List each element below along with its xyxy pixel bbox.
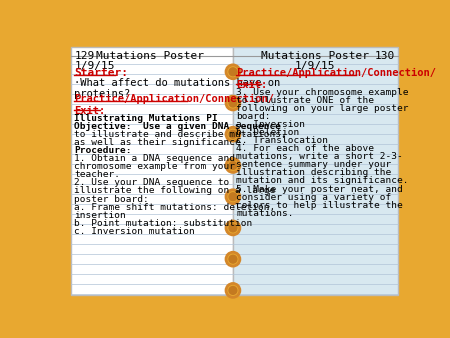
Circle shape (228, 67, 238, 76)
Text: teacher.: teacher. (74, 170, 120, 179)
Circle shape (226, 96, 240, 110)
Text: Practice/Application/Connection/
Exit:: Practice/Application/Connection/ Exit: (236, 68, 436, 90)
Circle shape (228, 223, 238, 233)
Text: to illustrate and describe mutations,: to illustrate and describe mutations, (74, 130, 287, 139)
Text: Starter:: Starter: (74, 68, 128, 78)
Text: 1/9/15: 1/9/15 (295, 61, 336, 71)
Text: illustrate the following on a large: illustrate the following on a large (74, 187, 275, 195)
Bar (71, 47, 233, 295)
Text: mutations, write a short 2-3-: mutations, write a short 2-3- (236, 152, 403, 161)
Text: ·What affect do mutations have on
proteins?: ·What affect do mutations have on protei… (74, 77, 280, 99)
Circle shape (228, 161, 238, 170)
Text: following on your large poster: following on your large poster (236, 104, 409, 113)
Text: 5. Make your poster neat, and: 5. Make your poster neat, and (236, 185, 403, 194)
Text: to illustrate ONE of the: to illustrate ONE of the (236, 96, 374, 105)
Text: insertion: insertion (74, 211, 126, 220)
Text: sentence summary under your: sentence summary under your (236, 160, 391, 169)
Text: mutation and its significance.: mutation and its significance. (236, 176, 409, 186)
Text: a. Inversion: a. Inversion (236, 120, 305, 129)
Text: Practice/Application/Connection/
Exit:: Practice/Application/Connection/ Exit: (74, 94, 274, 116)
Text: board:: board: (236, 112, 270, 121)
Circle shape (226, 127, 240, 141)
Text: 2. Use your DNA sequence to: 2. Use your DNA sequence to (74, 178, 230, 187)
Circle shape (228, 286, 238, 295)
Text: chromosome example from your: chromosome example from your (74, 162, 235, 171)
Circle shape (228, 192, 238, 201)
Text: poster board:: poster board: (74, 195, 149, 203)
Circle shape (226, 252, 240, 266)
Circle shape (226, 65, 240, 79)
Text: Objective:  Use a given DNA sequence: Objective: Use a given DNA sequence (74, 122, 281, 131)
Text: as well as their significance.: as well as their significance. (74, 138, 247, 147)
Circle shape (228, 130, 238, 139)
Circle shape (226, 284, 240, 297)
Text: 4. For each of the above: 4. For each of the above (236, 144, 374, 153)
Text: 129: 129 (74, 51, 94, 61)
Circle shape (228, 255, 238, 264)
Text: c. Inversion mutation: c. Inversion mutation (74, 227, 195, 236)
Circle shape (226, 190, 240, 204)
Text: Mutations Poster: Mutations Poster (96, 51, 204, 61)
Bar (233, 47, 398, 295)
Text: 3. Use your chromosome example: 3. Use your chromosome example (236, 88, 409, 97)
Circle shape (228, 98, 238, 107)
Circle shape (226, 159, 240, 172)
Text: Procedure:: Procedure: (74, 146, 132, 155)
Text: 1. Obtain a DNA sequence and: 1. Obtain a DNA sequence and (74, 154, 235, 163)
Text: Illustrating Mutations PI: Illustrating Mutations PI (74, 114, 218, 123)
Text: b. Deletion: b. Deletion (236, 128, 299, 137)
Text: colors to help illustrate the: colors to help illustrate the (236, 201, 403, 210)
Text: consider using a variety of: consider using a variety of (236, 193, 391, 202)
Text: Mutations Poster: Mutations Poster (261, 51, 369, 61)
Text: 130: 130 (374, 51, 395, 61)
Text: a. Frame shift mutations: deletion,: a. Frame shift mutations: deletion, (74, 203, 275, 212)
Text: b. Point mutation: substitution: b. Point mutation: substitution (74, 219, 252, 228)
Circle shape (226, 221, 240, 235)
Text: 1/9/15: 1/9/15 (74, 61, 115, 71)
Text: mutations.: mutations. (236, 209, 293, 218)
Text: c. Translocation: c. Translocation (236, 136, 328, 145)
Text: illustration describing the: illustration describing the (236, 168, 391, 177)
